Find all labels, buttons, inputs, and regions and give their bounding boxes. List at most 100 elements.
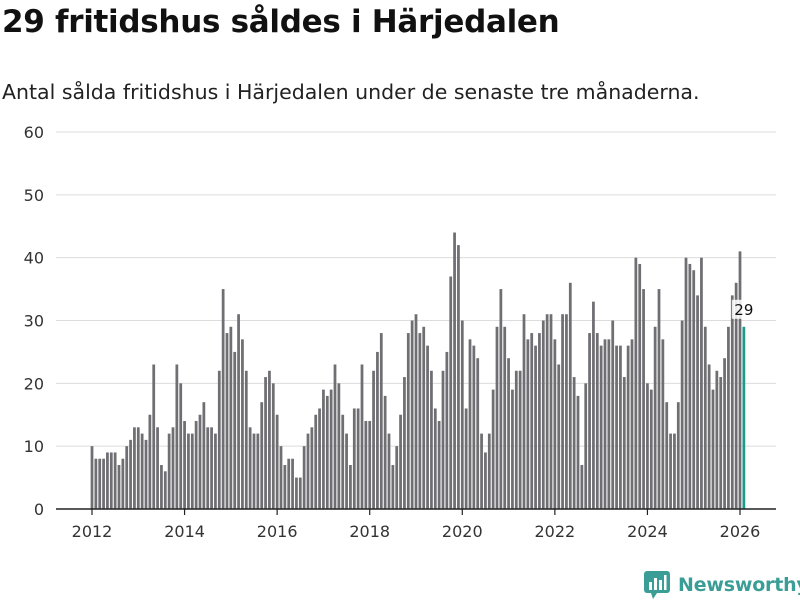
bar: [719, 377, 723, 509]
bar: [345, 433, 348, 509]
bar: [206, 427, 210, 509]
bar: [480, 433, 483, 509]
bar: [310, 427, 314, 509]
bar: [503, 326, 507, 509]
newsworthy-brand: Newsworthy: [644, 570, 800, 600]
bar: [395, 446, 399, 509]
bar: [646, 383, 649, 509]
bar: [730, 295, 734, 509]
bar: [410, 320, 414, 509]
bar: [179, 383, 183, 509]
page-subtitle: Antal sålda fritidshus i Härjedalen unde…: [2, 80, 700, 104]
bar: [403, 377, 406, 509]
bar: [565, 314, 568, 509]
bar: [457, 245, 460, 509]
bar: [198, 414, 202, 509]
value-annotation: 29: [731, 299, 756, 319]
bar: [279, 446, 283, 509]
bar: [187, 433, 190, 509]
bar: [291, 458, 294, 509]
y-tick-label: 50: [24, 186, 44, 205]
bar: [545, 314, 549, 509]
bar: [518, 370, 522, 509]
bar: [541, 320, 545, 509]
bar: [325, 395, 329, 509]
bar: [615, 345, 618, 509]
bar: [379, 333, 383, 509]
x-tick-label: 2022: [534, 522, 575, 541]
bar: [673, 433, 676, 509]
bar: [599, 345, 603, 509]
bar: [144, 439, 148, 509]
bar: [194, 421, 198, 509]
bar: [383, 395, 387, 509]
bar: [433, 408, 437, 509]
x-tick-label: 2018: [349, 522, 390, 541]
bar: [418, 333, 422, 509]
bar: [121, 458, 125, 509]
bar: [221, 289, 225, 509]
bar: [692, 270, 696, 509]
bar: [476, 358, 480, 509]
bar: [711, 389, 715, 509]
bar: [160, 465, 163, 509]
bar: [426, 345, 429, 509]
bar: [557, 364, 561, 509]
bar: [372, 370, 375, 509]
bar: [337, 383, 341, 509]
bar: [607, 339, 611, 509]
brand-name: Newsworthy: [678, 574, 800, 596]
bar: [738, 251, 742, 509]
bar: [356, 408, 360, 509]
bar: [622, 377, 626, 509]
bar: [584, 383, 588, 509]
bar: [94, 458, 98, 509]
bar: [572, 377, 576, 509]
y-tick-label: 40: [24, 249, 44, 268]
bar: [322, 389, 325, 509]
bar: [148, 414, 152, 509]
y-tick-label: 0: [34, 500, 44, 519]
bar: [225, 333, 229, 509]
bar: [445, 351, 449, 509]
bar: [117, 465, 121, 509]
bar-chart-badge-icon: [644, 571, 670, 599]
bar: [248, 427, 252, 509]
x-tick-label: 2024: [627, 522, 668, 541]
bar: [202, 402, 206, 509]
x-tick-label: 2014: [164, 522, 205, 541]
bar: [700, 257, 703, 509]
bar: [495, 326, 499, 509]
bar: [133, 427, 136, 509]
bar: [511, 389, 514, 509]
bar: [460, 320, 464, 509]
bar: [715, 370, 719, 509]
bar: [649, 389, 653, 509]
bar: [406, 333, 410, 509]
bar: [653, 326, 657, 509]
bar: [229, 326, 233, 509]
bar: [306, 433, 310, 509]
bar: [90, 446, 94, 509]
y-tick-label: 20: [24, 374, 44, 393]
bar: [514, 370, 518, 509]
bar: [430, 370, 433, 509]
bar: [611, 320, 615, 509]
x-tick-label: 2016: [257, 522, 298, 541]
bar: [352, 408, 356, 509]
bar: [210, 427, 213, 509]
bar: [619, 345, 622, 509]
bar: [364, 421, 368, 509]
bar: [302, 446, 306, 509]
bar: [468, 339, 472, 509]
bar: [125, 446, 129, 509]
bar: [669, 433, 672, 509]
bar: [167, 433, 171, 509]
bar: [464, 408, 468, 509]
bar: [106, 452, 109, 509]
bar: [561, 314, 564, 509]
bar: [723, 358, 726, 509]
bar: [156, 427, 159, 509]
bar: [588, 333, 591, 509]
bar: [217, 370, 221, 509]
